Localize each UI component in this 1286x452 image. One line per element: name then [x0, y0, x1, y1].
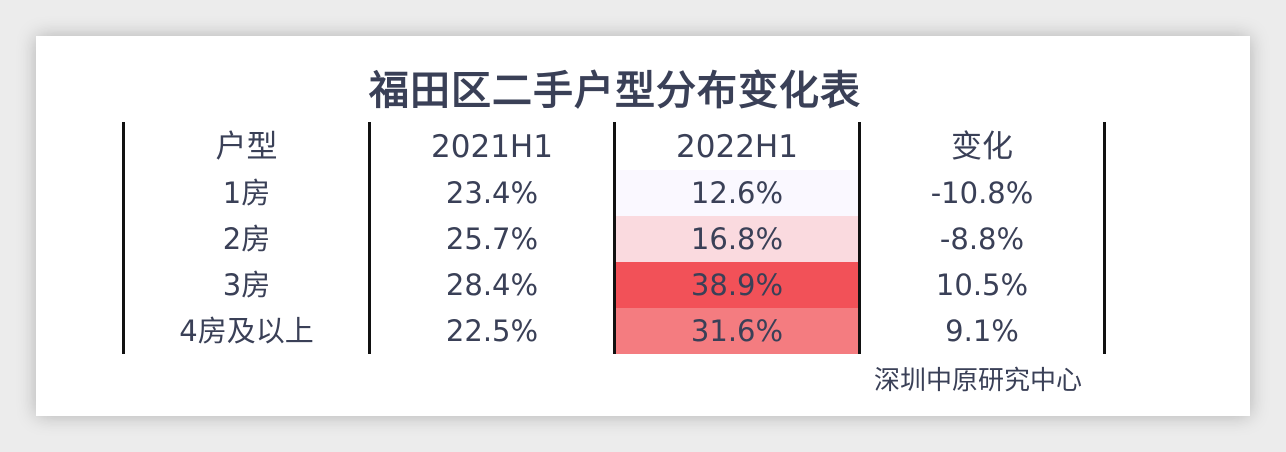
chart-title: 福田区二手户型分布变化表 — [369, 68, 861, 114]
cell-type: 4房及以上 — [179, 314, 314, 348]
cell-change: 10.5% — [935, 268, 1029, 302]
column-header-2021h1: 2021H1 — [431, 129, 553, 165]
heatmap-cell-2022h1: 31.6% — [616, 308, 858, 354]
cell-type: 3房 — [222, 268, 271, 302]
heatmap-cell-2022h1: 12.6% — [616, 170, 858, 216]
cell-type: 2房 — [222, 222, 271, 256]
heatmap-cell-2022h1: 38.9% — [616, 262, 858, 308]
table-rule-left — [122, 122, 125, 354]
table-rule-2 — [613, 122, 616, 354]
table-rule-right — [1103, 122, 1106, 354]
column-header-2022h1: 2022H1 — [676, 129, 798, 165]
source-label: 深圳中原研究中心 — [873, 366, 1082, 396]
column-header-type: 户型 — [215, 129, 278, 165]
table-rule-3 — [858, 122, 861, 354]
cell-change: 9.1% — [945, 314, 1019, 348]
cell-2021h1: 28.4% — [445, 268, 539, 302]
cell-type: 1房 — [222, 176, 271, 210]
table-rule-1 — [368, 122, 371, 354]
cell-change: -8.8% — [939, 222, 1025, 256]
cell-2021h1: 23.4% — [445, 176, 539, 210]
cell-2021h1: 22.5% — [445, 314, 539, 348]
column-header-change: 变化 — [951, 129, 1013, 165]
heatmap-cell-2022h1: 16.8% — [616, 216, 858, 262]
cell-change: -10.8% — [930, 176, 1034, 210]
cell-2021h1: 25.7% — [445, 222, 539, 256]
